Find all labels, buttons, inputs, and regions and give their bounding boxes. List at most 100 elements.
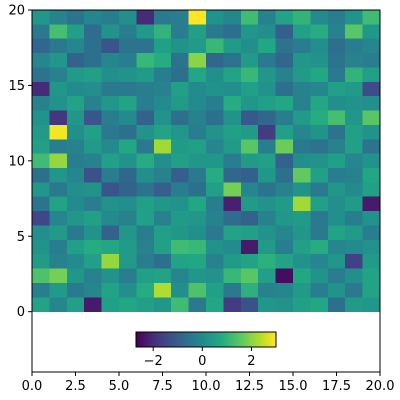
heatmap-cell xyxy=(101,67,120,83)
heatmap-cell xyxy=(345,196,364,212)
heatmap-cell xyxy=(362,211,381,226)
heatmap-cell xyxy=(258,10,277,25)
heatmap-cell xyxy=(49,196,68,212)
heatmap-cell xyxy=(310,297,329,313)
heatmap-cell xyxy=(206,124,224,140)
heatmap-cell xyxy=(223,24,242,40)
heatmap-cell xyxy=(206,168,224,183)
heatmap-cell xyxy=(327,96,346,112)
heatmap-cell xyxy=(136,211,155,226)
heatmap-cell xyxy=(188,24,207,40)
heatmap-cell xyxy=(32,53,50,68)
heatmap-cell xyxy=(275,211,294,226)
heatmap-cell xyxy=(171,24,190,40)
heatmap-cell xyxy=(345,282,364,298)
heatmap-cell xyxy=(153,239,172,255)
heatmap-cell xyxy=(206,38,224,54)
heatmap-cell xyxy=(362,110,381,126)
heatmap-cell xyxy=(119,153,137,169)
heatmap-cell xyxy=(84,211,103,226)
heatmap-cell xyxy=(223,239,242,255)
heatmap-cell xyxy=(362,239,381,255)
heatmap-cell xyxy=(66,81,85,97)
heatmap-cell xyxy=(66,268,85,284)
heatmap-cell xyxy=(119,196,137,212)
heatmap-cell xyxy=(206,153,224,169)
y-axis-ticks: 0 5 10 15 20 xyxy=(8,4,32,320)
heatmap-cell xyxy=(258,196,277,212)
heatmap-cell xyxy=(49,10,68,25)
heatmap-cell xyxy=(101,182,120,198)
heatmap-cell xyxy=(84,268,103,284)
heatmap-cell xyxy=(188,196,207,212)
heatmap-cell xyxy=(188,124,207,140)
heatmap-cell xyxy=(84,225,103,241)
heatmap-cell xyxy=(66,254,85,270)
heatmap-cell xyxy=(327,53,346,68)
heatmap-cell xyxy=(310,239,329,255)
heatmap-cell xyxy=(345,254,364,270)
y-tick-label: 20 xyxy=(8,4,25,19)
heatmap-cell xyxy=(223,282,242,298)
heatmap-cell xyxy=(345,81,364,97)
heatmap-cell xyxy=(345,268,364,284)
heatmap-cell xyxy=(258,254,277,270)
heatmap-cell xyxy=(136,225,155,241)
heatmap-cell xyxy=(119,24,137,40)
heatmap-cell xyxy=(258,182,277,198)
heatmap-cell xyxy=(345,110,364,126)
y-tick-label: 5 xyxy=(17,230,25,245)
heatmap-cell xyxy=(101,110,120,126)
heatmap-cell xyxy=(153,67,172,83)
heatmap-cell xyxy=(240,225,259,241)
heatmap-cell xyxy=(223,268,242,284)
heatmap-cell xyxy=(327,67,346,83)
heatmap-cell xyxy=(275,124,294,140)
heatmap-cell xyxy=(188,81,207,97)
heatmap-cell xyxy=(223,182,242,198)
heatmap-cell xyxy=(310,153,329,169)
heatmap-cell xyxy=(49,239,68,255)
heatmap-cell xyxy=(136,67,155,83)
heatmap-cell xyxy=(153,182,172,198)
heatmap-cell xyxy=(327,24,346,40)
heatmap-cell xyxy=(345,38,364,54)
heatmap-cell xyxy=(153,124,172,140)
heatmap-cell xyxy=(362,153,381,169)
heatmap-cell xyxy=(293,297,311,313)
heatmap-cell xyxy=(101,96,120,112)
heatmap-cell xyxy=(293,139,311,155)
heatmap-cell xyxy=(258,139,277,155)
heatmap-cell xyxy=(275,67,294,83)
heatmap-cell xyxy=(66,139,85,155)
heatmap-cell xyxy=(32,168,50,183)
heatmap-cell xyxy=(293,225,311,241)
heatmap-cell xyxy=(223,10,242,25)
heatmap-cell xyxy=(171,10,190,25)
heatmap-cell xyxy=(310,211,329,226)
heatmap-cell xyxy=(362,53,381,68)
heatmap-cell xyxy=(327,196,346,212)
heatmap-cell xyxy=(275,239,294,255)
heatmap-cell xyxy=(101,211,120,226)
heatmap-cell xyxy=(32,196,50,212)
heatmap-cell xyxy=(188,254,207,270)
heatmap-cell xyxy=(362,196,381,212)
heatmap-cell xyxy=(223,168,242,183)
heatmap-cell xyxy=(136,124,155,140)
heatmap-cell xyxy=(84,81,103,97)
heatmap-cell xyxy=(32,225,50,241)
heatmap-cell xyxy=(327,282,346,298)
heatmap-cell xyxy=(32,38,50,54)
heatmap-cell xyxy=(188,297,207,313)
heatmap-cell xyxy=(275,10,294,25)
colorbar-tick-label: −2 xyxy=(144,354,163,369)
heatmap-cell xyxy=(101,225,120,241)
colorbar-tick-label: 2 xyxy=(247,354,255,369)
heatmap-cell xyxy=(171,254,190,270)
heatmap-cell xyxy=(223,81,242,97)
heatmap-cell xyxy=(119,297,137,313)
heatmap-cell xyxy=(66,225,85,241)
heatmap-cell xyxy=(258,225,277,241)
heatmap-cell xyxy=(101,297,120,313)
